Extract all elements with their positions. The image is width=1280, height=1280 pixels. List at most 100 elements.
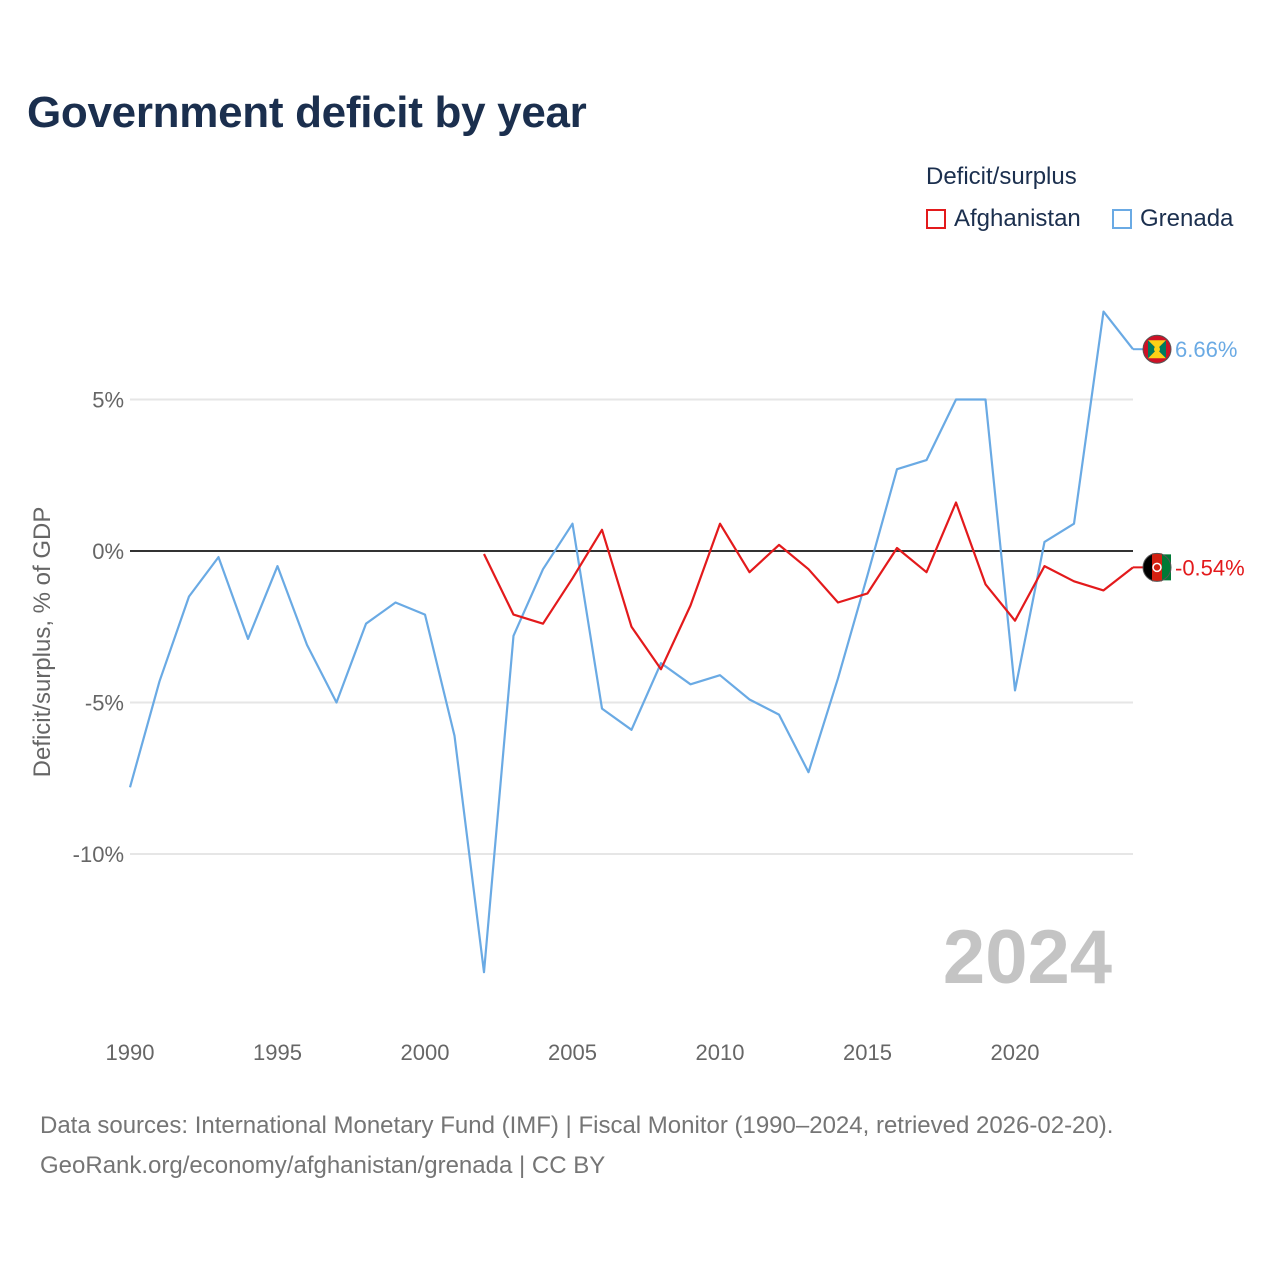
series-line-afghanistan[interactable] — [483, 501, 1134, 671]
line-chart: 5% 0% -5% -10% 1990 1995 2000 2005 2010 2015 2020… — [29, 308, 1245, 1065]
flag-band — [1162, 554, 1171, 581]
flag-triangle — [1148, 340, 1157, 359]
data-point-grenada[interactable] — [156, 677, 164, 685]
x-tick-label: 1990 — [106, 1040, 155, 1065]
data-point-grenada[interactable] — [687, 680, 695, 688]
y-tick-label: 0% — [92, 539, 124, 564]
x-tick-label: 2005 — [548, 1040, 597, 1065]
data-point-grenada[interactable] — [598, 705, 606, 713]
series-line-grenada[interactable] — [128, 310, 1134, 974]
data-point-grenada[interactable] — [480, 968, 488, 976]
legend-label-afghanistan: Afghanistan — [954, 205, 1081, 232]
data-point-afghanistan[interactable] — [1041, 562, 1049, 570]
data-point-afghanistan[interactable] — [893, 544, 901, 552]
x-axis-ticks: 1990 1995 2000 2005 2010 2015 2020 — [106, 1040, 1040, 1065]
x-tick-label: 2010 — [696, 1040, 745, 1065]
data-point-grenada[interactable] — [805, 768, 813, 776]
data-point-grenada[interactable] — [1100, 308, 1108, 316]
data-point-afghanistan[interactable] — [657, 665, 665, 673]
data-point-afghanistan[interactable] — [982, 580, 990, 588]
data-point-afghanistan[interactable] — [510, 611, 518, 619]
data-point-grenada[interactable] — [775, 711, 783, 719]
data-point-grenada[interactable] — [1011, 686, 1019, 694]
data-point-afghanistan[interactable] — [775, 541, 783, 549]
data-point-afghanistan[interactable] — [569, 574, 577, 582]
data-point-afghanistan[interactable] — [1011, 617, 1019, 625]
data-point-grenada[interactable] — [539, 565, 547, 573]
legend-swatch-afghanistan — [926, 209, 946, 229]
data-point-grenada[interactable] — [244, 635, 252, 643]
legend-item-grenada[interactable]: Grenada — [1112, 205, 1233, 233]
y-axis-ticks: 5% 0% -5% -10% — [73, 388, 124, 868]
data-point-afghanistan[interactable] — [1100, 586, 1108, 594]
data-point-afghanistan[interactable] — [834, 599, 842, 607]
data-point-grenada[interactable] — [1070, 520, 1078, 528]
data-point-grenada[interactable] — [333, 699, 341, 707]
data-point-grenada[interactable] — [126, 783, 134, 791]
data-point-grenada[interactable] — [451, 732, 459, 740]
data-point-grenada[interactable] — [952, 396, 960, 404]
flag-outline — [1142, 334, 1172, 364]
x-tick-label: 2000 — [401, 1040, 450, 1065]
x-tick-label: 2020 — [991, 1040, 1040, 1065]
afghanistan-flag-icon — [1142, 552, 1172, 582]
grenada-flag-icon — [1142, 334, 1172, 364]
end-label-grenada: 6.66% — [1175, 337, 1237, 362]
data-point-grenada[interactable] — [923, 456, 931, 464]
legend-swatch-grenada — [1112, 209, 1132, 229]
data-point-grenada[interactable] — [274, 562, 282, 570]
flag-triangle — [1148, 349, 1166, 359]
y-axis-label: Deficit/surplus, % of GDP — [29, 507, 56, 778]
data-point-grenada[interactable] — [510, 632, 518, 640]
data-point-grenada[interactable] — [421, 611, 429, 619]
chart-title: Government deficit by year — [27, 88, 587, 137]
footer: Data sources: International Monetary Fun… — [40, 1106, 1113, 1186]
footer-sources: Data sources: International Monetary Fun… — [40, 1112, 1114, 1139]
footer-link[interactable]: GeoRank.org/economy/afghanistan/grenada … — [40, 1152, 606, 1179]
data-point-afghanistan[interactable] — [539, 620, 547, 628]
data-point-afghanistan[interactable] — [864, 589, 872, 597]
data-point-grenada[interactable] — [303, 641, 311, 649]
data-point-grenada[interactable] — [569, 520, 577, 528]
flag-star — [1154, 346, 1160, 353]
year-watermark: 2024 — [943, 915, 1112, 1000]
data-point-afghanistan[interactable] — [746, 568, 754, 576]
data-point-afghanistan[interactable] — [1070, 577, 1078, 585]
data-point-afghanistan[interactable] — [687, 602, 695, 610]
data-point-grenada[interactable] — [1041, 538, 1049, 546]
data-point-afghanistan[interactable] — [480, 550, 488, 558]
flag-band — [1152, 553, 1162, 582]
data-point-grenada[interactable] — [834, 674, 842, 682]
legend-label-grenada: Grenada — [1140, 205, 1234, 232]
data-point-grenada[interactable] — [716, 671, 724, 679]
data-point-afghanistan[interactable] — [952, 499, 960, 507]
data-point-grenada[interactable] — [893, 465, 901, 473]
data-point-grenada[interactable] — [392, 599, 400, 607]
y-tick-label: 5% — [92, 388, 124, 413]
end-markers: 6.66% -0.54% — [1133, 334, 1245, 582]
flag-triangle — [1148, 340, 1166, 350]
data-point-afghanistan[interactable] — [805, 565, 813, 573]
data-point-grenada[interactable] — [864, 571, 872, 579]
data-point-grenada[interactable] — [982, 396, 990, 404]
data-point-afghanistan[interactable] — [923, 568, 931, 576]
end-label-afghanistan: -0.54% — [1175, 555, 1245, 580]
legend-item-afghanistan[interactable]: Afghanistan — [926, 205, 1081, 233]
flag-outline — [1142, 552, 1172, 582]
data-point-afghanistan[interactable] — [628, 623, 636, 631]
data-point-grenada[interactable] — [185, 592, 193, 600]
legend-title: Deficit/surplus — [926, 163, 1077, 190]
data-point-grenada[interactable] — [362, 620, 370, 628]
x-tick-label: 1995 — [253, 1040, 302, 1065]
flag-emblem — [1152, 562, 1162, 573]
x-tick-label: 2015 — [843, 1040, 892, 1065]
data-point-grenada[interactable] — [628, 726, 636, 734]
data-point-grenada[interactable] — [746, 695, 754, 703]
data-point-afghanistan[interactable] — [598, 526, 606, 534]
y-tick-label: -10% — [73, 842, 124, 867]
data-point-afghanistan[interactable] — [716, 520, 724, 528]
data-point-grenada[interactable] — [215, 553, 223, 561]
flag-triangle — [1157, 340, 1166, 359]
y-tick-label: -5% — [85, 691, 124, 716]
series-group — [126, 308, 1134, 976]
